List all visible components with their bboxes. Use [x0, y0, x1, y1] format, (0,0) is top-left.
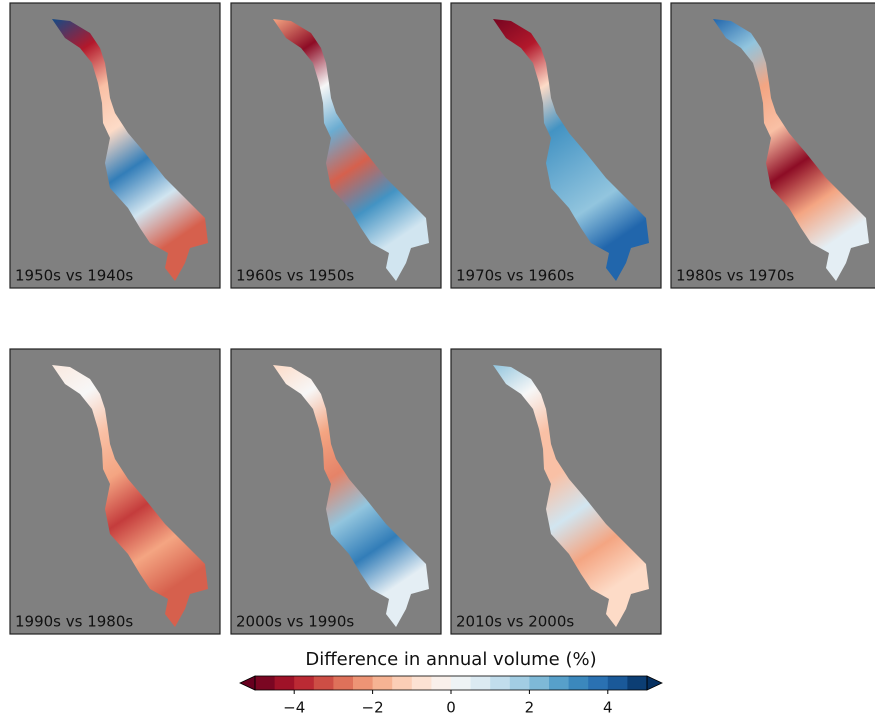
colorbar-tick-label: −2 [362, 699, 384, 717]
colorbar-segment [353, 676, 374, 690]
colorbar-segment [549, 676, 570, 690]
panel-label: 1990s vs 1980s [15, 613, 133, 631]
colorbar-segment [529, 676, 550, 690]
panel-label: 2000s vs 1990s [236, 613, 354, 631]
map-panel: 1960s vs 1950s [230, 2, 442, 289]
map-panel: 1990s vs 1980s [9, 348, 221, 635]
map-panel: 2010s vs 2000s [450, 348, 662, 635]
colorbar-segment [333, 676, 354, 690]
colorbar-segment [509, 676, 530, 690]
colorbar-tick-label: 2 [525, 699, 535, 717]
colorbar-label: Difference in annual volume (%) [305, 649, 596, 670]
colorbar-segment [372, 676, 393, 690]
colorbar-segment [294, 676, 315, 690]
map-panel: 1980s vs 1970s [670, 2, 875, 289]
colorbar: −4 −2 0 2 4 [239, 675, 663, 717]
panels: 1950s vs 1940s 1960s vs 1950s 1970s vs 196… [9, 2, 875, 635]
colorbar-segment [274, 676, 295, 690]
colorbar-tick-label: 4 [603, 699, 613, 717]
colorbar-segment [255, 676, 276, 690]
colorbar-segment [470, 676, 491, 690]
colorbar-segment [568, 676, 589, 690]
colorbar-segment [451, 676, 472, 690]
colorbar-segment [627, 676, 648, 690]
panel-label: 1980s vs 1970s [676, 267, 794, 285]
colorbar-segment [588, 676, 609, 690]
map-panel: 1950s vs 1940s [9, 2, 221, 289]
panel-label: 1970s vs 1960s [456, 267, 574, 285]
colorbar-tick-label: −4 [283, 699, 305, 717]
map-panel: 2000s vs 1990s [230, 348, 442, 635]
colorbar-segment [411, 676, 432, 690]
colorbar-segment [490, 676, 511, 690]
map-panel: 1970s vs 1960s [450, 2, 662, 289]
panel-label: 1960s vs 1950s [236, 267, 354, 285]
colorbar-extend-low [239, 675, 256, 691]
colorbar-segment [607, 676, 628, 690]
colorbar-extend-high [646, 675, 663, 691]
colorbar-segment [431, 676, 452, 690]
panel-label: 2010s vs 2000s [456, 613, 574, 631]
colorbar-tick-label: 0 [446, 699, 456, 717]
panel-label: 1950s vs 1940s [15, 267, 133, 285]
colorbar-segment [392, 676, 413, 690]
colorbar-segment [313, 676, 334, 690]
